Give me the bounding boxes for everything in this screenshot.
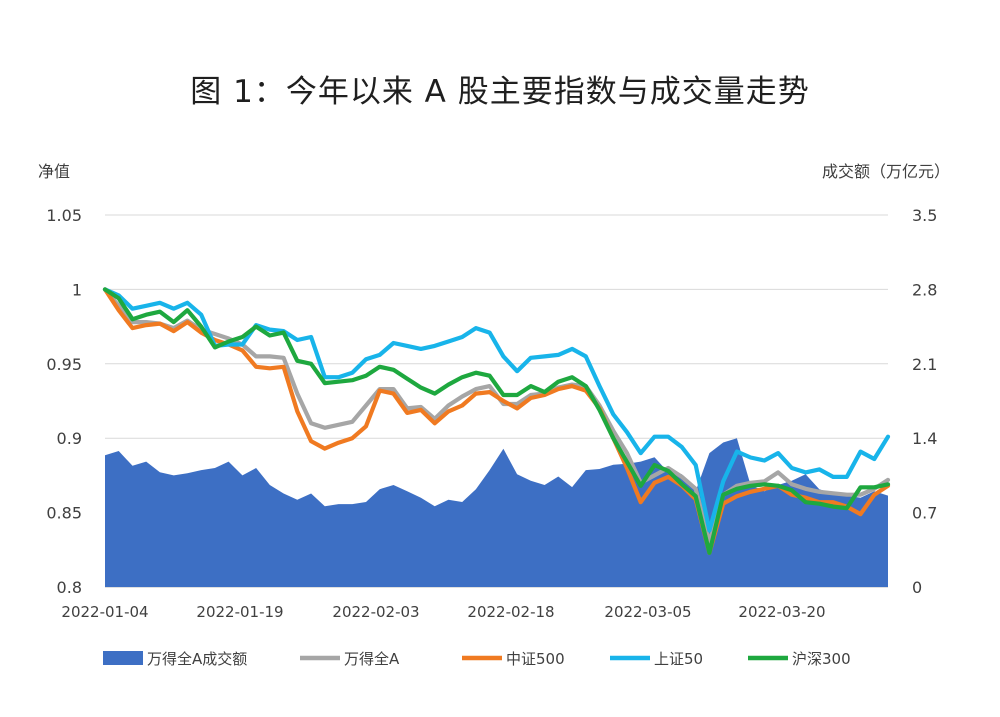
right-tick-label: 0.7 <box>912 504 937 523</box>
line-series-3 <box>102 287 891 533</box>
legend-label: 中证500 <box>506 650 565 668</box>
left-tick-label: 0.85 <box>46 504 82 523</box>
chart-title: 图 1：今年以来 A 股主要指数与成交量走势 <box>190 74 810 110</box>
legend-label: 沪深300 <box>792 650 851 668</box>
x-tick-label: 2022-02-18 <box>467 603 554 621</box>
right-tick-label: 3.5 <box>912 206 937 225</box>
line-series-2 <box>102 287 891 555</box>
legend-swatch <box>103 651 143 665</box>
x-tick-label: 2022-03-05 <box>604 603 691 621</box>
right-tick-label: 2.8 <box>912 280 937 299</box>
legend-label: 上证50 <box>654 650 703 668</box>
left-tick-label: 0.8 <box>57 578 82 597</box>
left-tick-label: 1.05 <box>46 206 82 225</box>
x-tick-label: 2022-03-20 <box>738 603 825 621</box>
x-tick-label: 2022-02-03 <box>332 603 419 621</box>
left-tick-label: 1 <box>72 280 82 299</box>
line-series-4 <box>102 287 891 555</box>
left-axis-label: 净值 <box>38 162 70 181</box>
right-tick-label: 2.1 <box>912 355 937 374</box>
right-tick-label: 0 <box>912 578 922 597</box>
area-series-volume <box>105 438 888 587</box>
legend-label: 万得全A成交额 <box>147 650 247 668</box>
x-tick-label: 2022-01-19 <box>196 603 283 621</box>
left-tick-label: 0.9 <box>57 429 82 448</box>
legend-label: 万得全A <box>344 650 400 668</box>
right-tick-label: 1.4 <box>912 429 937 448</box>
right-axis-label: 成交额（万亿元） <box>822 162 950 181</box>
x-tick-label: 2022-01-04 <box>61 603 148 621</box>
left-tick-label: 0.95 <box>46 355 82 374</box>
